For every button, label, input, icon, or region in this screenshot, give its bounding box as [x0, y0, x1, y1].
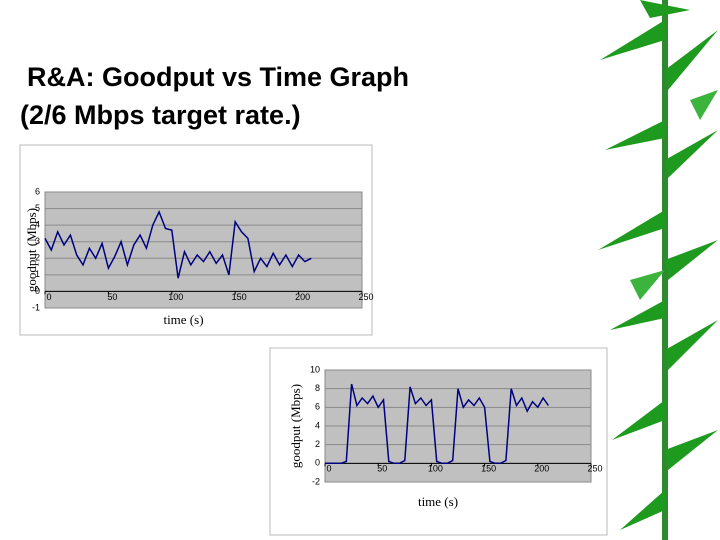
x-tick-label: 200	[295, 292, 310, 302]
y-tick-label: 10	[310, 364, 320, 374]
x-tick-label: 100	[168, 292, 183, 302]
bamboo-decoration	[598, 0, 718, 540]
x-tick-label: 50	[107, 292, 117, 302]
y-tick-label: 4	[315, 420, 320, 430]
y-tick-label: -2	[312, 476, 320, 486]
data-line	[44, 210, 312, 279]
x-tick-label: 150	[232, 292, 247, 302]
y-tick-label: 6	[315, 402, 320, 412]
slide-title-line: (2/6 Mbps target rate.)	[20, 100, 301, 130]
x-tick-label: 0	[46, 292, 51, 302]
y-axis-label: goodput (Mbps)	[24, 208, 39, 292]
x-tick-label: 0	[326, 464, 331, 474]
chart: -1 0 1 2 3 4 5 6 0 50 100 150 200 250 time (s) goodput …	[19, 144, 374, 336]
x-axis-label: time (s)	[163, 312, 203, 327]
y-tick-label: 6	[35, 186, 40, 196]
x-tick-label: 250	[358, 292, 373, 302]
y-tick-label: 2	[35, 253, 40, 263]
slide-title-line: R&A: Goodput vs Time Graph	[27, 62, 409, 92]
y-tick-label: 3	[35, 236, 40, 246]
y-tick-label: 8	[315, 383, 320, 393]
x-tick-label: 200	[534, 464, 549, 474]
y-tick-label: 0	[35, 286, 40, 296]
y-tick-label: 4	[35, 220, 40, 230]
y-axis-label: goodput (Mbps)	[288, 384, 303, 468]
x-axis-label: time (s)	[418, 494, 458, 509]
y-tick-label: 2	[315, 439, 320, 449]
y-tick-label: -1	[32, 302, 40, 312]
y-tick-label: 1	[35, 269, 40, 279]
y-tick-label: 5	[35, 203, 40, 213]
x-tick-label: 150	[481, 464, 496, 474]
plot-area	[44, 191, 363, 309]
x-tick-label: 100	[428, 464, 443, 474]
y-tick-label: 0	[315, 458, 320, 468]
x-tick-label: 250	[587, 464, 602, 474]
data-line	[325, 383, 550, 465]
x-tick-label: 50	[377, 464, 387, 474]
